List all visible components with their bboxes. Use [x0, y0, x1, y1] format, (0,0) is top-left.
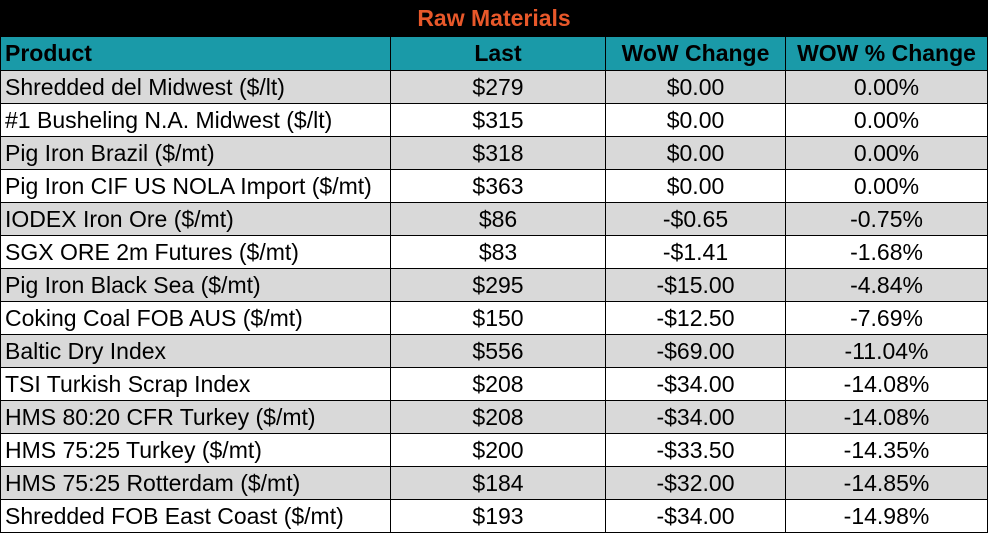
cell-wow-pct-change: -14.08% — [784, 367, 988, 401]
table-row: Pig Iron Brazil ($/mt) $318 $0.00 0.00% — [0, 136, 988, 170]
table-row: HMS 75:25 Turkey ($/mt) $200 -$33.50 -14.35… — [0, 433, 988, 467]
cell-wow-pct-change: -7.69% — [784, 301, 988, 335]
cell-last: $184 — [390, 466, 606, 500]
table-row: SGX ORE 2m Futures ($/mt) $83 -$1.41 -1.68% — [0, 235, 988, 269]
cell-product: Pig Iron Black Sea ($/mt) — [0, 268, 391, 302]
column-header-wow-change: WoW Change — [605, 36, 786, 71]
cell-last: $83 — [390, 235, 606, 269]
cell-last: $208 — [390, 400, 606, 434]
cell-product: HMS 75:25 Rotterdam ($/mt) — [0, 466, 391, 500]
cell-last: $318 — [390, 136, 606, 170]
cell-wow-change: $0.00 — [605, 169, 786, 203]
table-header-row: Product Last WoW Change WOW % Change — [0, 36, 988, 71]
table-title-row: Raw Materials — [0, 0, 988, 37]
cell-wow-change: -$1.41 — [605, 235, 786, 269]
cell-product: HMS 75:25 Turkey ($/mt) — [0, 433, 391, 467]
cell-wow-change: -$69.00 — [605, 334, 786, 368]
table-body: Shredded del Midwest ($/lt) $279 $0.00 0.00… — [0, 70, 988, 533]
table-row: Coking Coal FOB AUS ($/mt) $150 -$12.50 -7.… — [0, 301, 988, 335]
cell-wow-change: -$32.00 — [605, 466, 786, 500]
table-row: IODEX Iron Ore ($/mt) $86 -$0.65 -0.75% — [0, 202, 988, 236]
cell-last: $363 — [390, 169, 606, 203]
cell-wow-pct-change: 0.00% — [784, 169, 988, 203]
cell-wow-pct-change: -11.04% — [784, 334, 988, 368]
cell-product: SGX ORE 2m Futures ($/mt) — [0, 235, 391, 269]
cell-last: $200 — [390, 433, 606, 467]
cell-product: Coking Coal FOB AUS ($/mt) — [0, 301, 391, 335]
cell-wow-pct-change: -14.08% — [784, 400, 988, 434]
column-header-wow-pct-change: WOW % Change — [784, 36, 988, 71]
table-row: Baltic Dry Index $556 -$69.00 -11.04% — [0, 334, 988, 368]
column-header-product: Product — [0, 36, 391, 71]
cell-last: $150 — [390, 301, 606, 335]
cell-last: $556 — [390, 334, 606, 368]
cell-last: $279 — [390, 70, 606, 104]
table-row: Pig Iron CIF US NOLA Import ($/mt) $363 $0… — [0, 169, 988, 203]
cell-product: HMS 80:20 CFR Turkey ($/mt) — [0, 400, 391, 434]
cell-wow-change: $0.00 — [605, 136, 786, 170]
table-row: HMS 75:25 Rotterdam ($/mt) $184 -$32.00 -14… — [0, 466, 988, 500]
cell-last: $193 — [390, 499, 606, 533]
table-row: #1 Busheling N.A. Midwest ($/lt) $315 $0.0… — [0, 103, 988, 137]
cell-wow-change: -$12.50 — [605, 301, 786, 335]
cell-product: Shredded del Midwest ($/lt) — [0, 70, 391, 104]
table-row: Shredded del Midwest ($/lt) $279 $0.00 0.00… — [0, 70, 988, 104]
cell-wow-pct-change: -4.84% — [784, 268, 988, 302]
cell-wow-pct-change: -14.35% — [784, 433, 988, 467]
cell-product: #1 Busheling N.A. Midwest ($/lt) — [0, 103, 391, 137]
cell-product: Pig Iron Brazil ($/mt) — [0, 136, 391, 170]
cell-wow-change: -$34.00 — [605, 400, 786, 434]
cell-wow-change: -$34.00 — [605, 367, 786, 401]
cell-wow-pct-change: 0.00% — [784, 136, 988, 170]
cell-wow-pct-change: 0.00% — [784, 70, 988, 104]
cell-wow-change: $0.00 — [605, 70, 786, 104]
cell-wow-pct-change: -14.98% — [784, 499, 988, 533]
cell-product: Pig Iron CIF US NOLA Import ($/mt) — [0, 169, 391, 203]
cell-wow-pct-change: 0.00% — [784, 103, 988, 137]
cell-last: $86 — [390, 202, 606, 236]
table-title: Raw Materials — [0, 0, 988, 37]
column-header-last: Last — [390, 36, 606, 71]
cell-product: Shredded FOB East Coast ($/mt) — [0, 499, 391, 533]
cell-wow-change: -$0.65 — [605, 202, 786, 236]
table-row: Shredded FOB East Coast ($/mt) $193 -$34.0… — [0, 499, 988, 533]
table-row: HMS 80:20 CFR Turkey ($/mt) $208 -$34.00 -1… — [0, 400, 988, 434]
cell-last: $208 — [390, 367, 606, 401]
cell-product: IODEX Iron Ore ($/mt) — [0, 202, 391, 236]
table-row: Pig Iron Black Sea ($/mt) $295 -$15.00 -4.8… — [0, 268, 988, 302]
table-row: TSI Turkish Scrap Index $208 -$34.00 -14.08… — [0, 367, 988, 401]
cell-wow-change: -$33.50 — [605, 433, 786, 467]
cell-wow-pct-change: -0.75% — [784, 202, 988, 236]
cell-wow-pct-change: -14.85% — [784, 466, 988, 500]
cell-last: $315 — [390, 103, 606, 137]
cell-last: $295 — [390, 268, 606, 302]
cell-wow-change: $0.00 — [605, 103, 786, 137]
cell-product: TSI Turkish Scrap Index — [0, 367, 391, 401]
cell-wow-pct-change: -1.68% — [784, 235, 988, 269]
cell-wow-change: -$34.00 — [605, 499, 786, 533]
cell-wow-change: -$15.00 — [605, 268, 786, 302]
cell-product: Baltic Dry Index — [0, 334, 391, 368]
